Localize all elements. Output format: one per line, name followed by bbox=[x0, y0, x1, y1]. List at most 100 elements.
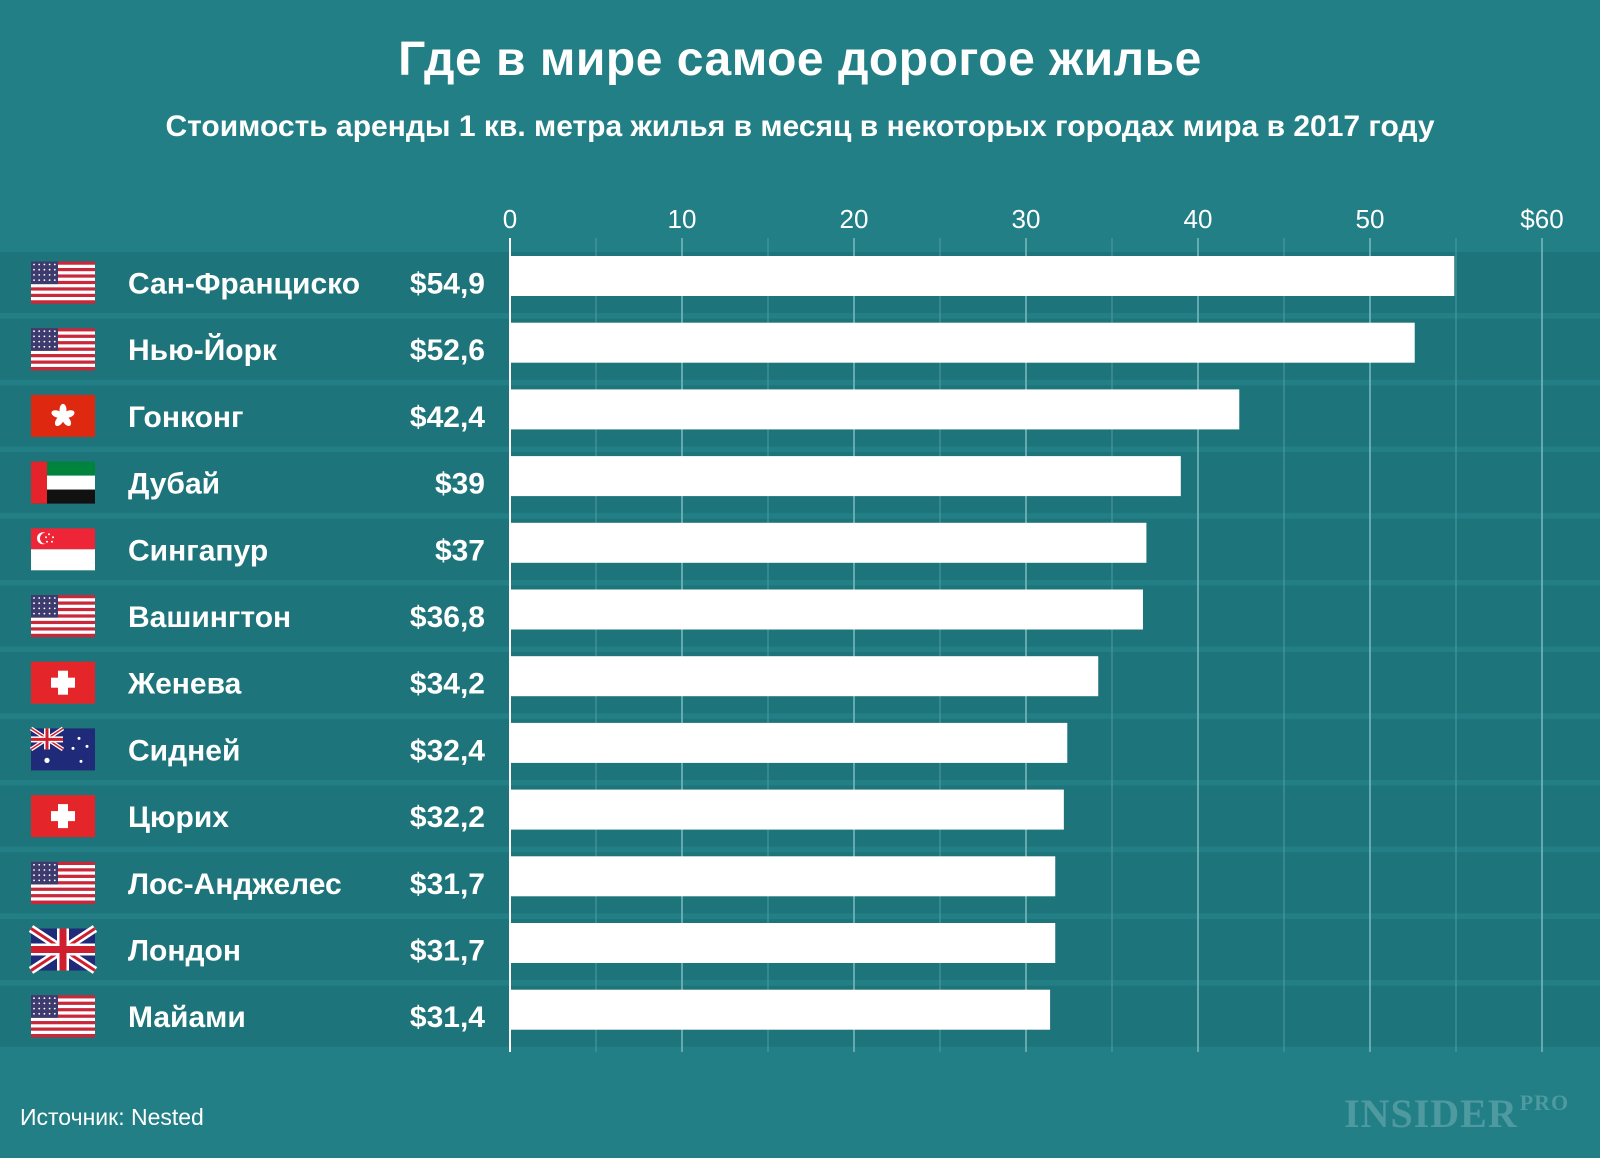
flag-star bbox=[43, 274, 46, 276]
flag-star bbox=[53, 863, 56, 866]
value-label: $36,8 bbox=[410, 601, 485, 634]
flag-star bbox=[33, 330, 35, 333]
flag-star bbox=[48, 602, 51, 605]
tick-label: 30 bbox=[1012, 204, 1041, 234]
flag-star bbox=[33, 1002, 35, 1005]
flag-star bbox=[53, 874, 56, 877]
flag-stripe bbox=[31, 277, 95, 282]
flag-star bbox=[53, 335, 56, 338]
flag-stripe bbox=[31, 1033, 95, 1038]
value-label: $52,6 bbox=[410, 334, 485, 367]
flag-star bbox=[33, 874, 35, 877]
flag-star bbox=[33, 345, 35, 348]
tick-label: 40 bbox=[1184, 204, 1213, 234]
flag-star bbox=[33, 335, 35, 338]
bar bbox=[510, 589, 1143, 630]
value-label: $54,9 bbox=[410, 268, 485, 301]
flag-star bbox=[38, 1007, 41, 1010]
flag-star bbox=[53, 612, 56, 615]
flag-star bbox=[48, 279, 51, 281]
flag-stripe bbox=[31, 261, 95, 266]
flag-stripe bbox=[31, 1021, 95, 1025]
source-note: Источник: Nested bbox=[20, 1104, 204, 1130]
flag-star bbox=[53, 340, 56, 343]
flag-petal bbox=[62, 415, 72, 427]
flag-stripe bbox=[31, 341, 95, 345]
flag-star bbox=[53, 597, 56, 599]
flag-stripe bbox=[31, 1024, 95, 1028]
flag-stripe bbox=[31, 284, 95, 288]
bar bbox=[510, 322, 1415, 363]
city-label: Лондон bbox=[128, 935, 241, 968]
flag-stripe bbox=[31, 297, 95, 301]
flag-stripe bbox=[31, 1011, 95, 1015]
flag-star bbox=[48, 1002, 51, 1005]
flag-stripe bbox=[31, 293, 95, 298]
flag-star bbox=[33, 597, 35, 599]
flag-stripe bbox=[31, 366, 95, 371]
logo-main-text: INSIDER bbox=[1344, 1091, 1518, 1136]
flag-star bbox=[48, 533, 50, 536]
flag-star bbox=[48, 330, 51, 333]
flag-stripe bbox=[31, 357, 95, 361]
bar bbox=[510, 856, 1056, 897]
flag-star bbox=[38, 263, 41, 266]
flag-stripe bbox=[31, 871, 95, 876]
flag-stripe bbox=[31, 604, 95, 609]
swiss-flag-icon bbox=[31, 661, 95, 704]
value-label: $31,7 bbox=[410, 868, 485, 901]
flag-stripe bbox=[31, 271, 95, 275]
flag-stripe bbox=[31, 595, 95, 599]
flag-star bbox=[46, 540, 48, 543]
value-label: $34,2 bbox=[410, 668, 485, 701]
value-label: $37 bbox=[435, 534, 485, 567]
bar bbox=[510, 789, 1064, 830]
flag-star bbox=[38, 345, 41, 348]
flag-stripe bbox=[31, 894, 95, 898]
flag-star bbox=[43, 874, 46, 877]
tick-label: 10 bbox=[668, 204, 697, 234]
flag-star bbox=[43, 340, 46, 343]
flag-star bbox=[53, 330, 56, 333]
value-label: $31,7 bbox=[410, 935, 485, 968]
flag-star bbox=[33, 602, 35, 605]
flag-stripe bbox=[31, 874, 95, 879]
flag-stripe bbox=[31, 300, 95, 304]
flag-stripe bbox=[31, 884, 95, 888]
flag-star bbox=[53, 879, 56, 882]
city-label: Женева bbox=[127, 668, 242, 701]
value-label: $32,4 bbox=[410, 734, 485, 767]
tick-label: 0 bbox=[503, 204, 517, 234]
flag-hoist bbox=[31, 461, 47, 504]
value-label: $32,2 bbox=[410, 801, 485, 834]
bar bbox=[510, 522, 1147, 563]
flag-stripe bbox=[31, 350, 95, 355]
flag-star bbox=[33, 607, 35, 610]
flag-canton bbox=[31, 328, 58, 351]
flag-stripe bbox=[31, 877, 95, 882]
flag-star bbox=[33, 268, 35, 271]
flag-star bbox=[44, 757, 50, 763]
flag-canton bbox=[31, 861, 58, 885]
flag-star bbox=[33, 274, 35, 276]
flag-star bbox=[33, 997, 35, 1000]
bar-chart: 0 10 20 30 40 50 $60 Сан-Франциско $54,9 Нью-Йорк… bbox=[0, 204, 1600, 1052]
flag-canton bbox=[31, 595, 58, 618]
tick-label: 20 bbox=[840, 204, 869, 234]
flag-stripe bbox=[31, 890, 95, 895]
flag-cross bbox=[51, 811, 75, 822]
flag-star bbox=[48, 274, 51, 276]
flag-stripe bbox=[31, 549, 95, 571]
flag-star bbox=[43, 863, 46, 866]
flag-star bbox=[53, 1012, 56, 1015]
flag-star bbox=[43, 602, 46, 605]
tick-label: $60 bbox=[1520, 204, 1563, 234]
flag-stripe bbox=[31, 287, 95, 291]
flag-star bbox=[48, 1007, 51, 1010]
flag-stripe bbox=[31, 1014, 95, 1019]
flag-petal bbox=[51, 410, 64, 418]
city-label: Сингапур bbox=[128, 534, 268, 567]
flag-stripe bbox=[31, 290, 95, 295]
flag-star bbox=[53, 602, 56, 605]
city-label: Лос-Анджелес bbox=[128, 868, 342, 901]
